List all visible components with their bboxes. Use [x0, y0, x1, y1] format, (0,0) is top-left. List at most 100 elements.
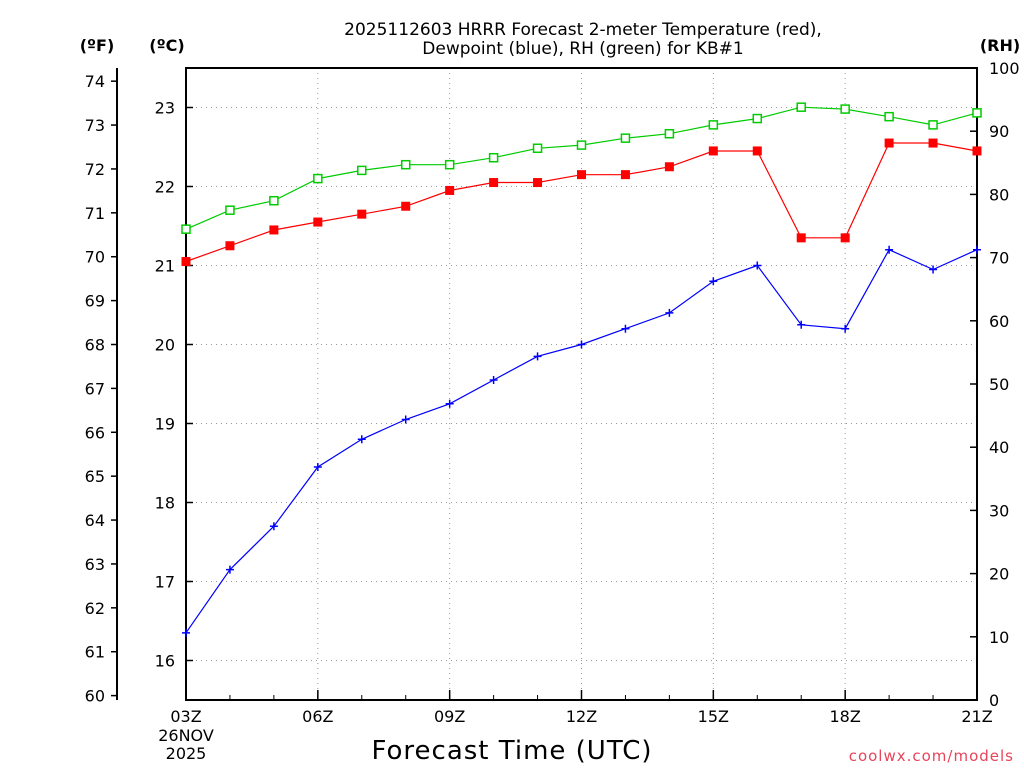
dewpoint-point — [533, 352, 542, 361]
celsius-tick-label: 21 — [155, 257, 175, 276]
fahrenheit-tick-label: 71 — [85, 204, 105, 223]
dewpoint-point — [577, 340, 586, 349]
chart-title-line2: Dewpoint (blue), RH (green) for KB#1 — [422, 39, 743, 59]
date-label-year: 2025 — [166, 744, 207, 763]
rh-point — [972, 108, 982, 118]
temperature-point — [796, 233, 806, 243]
rh-tick-label: 30 — [989, 501, 1009, 520]
rh-point — [708, 120, 719, 130]
dewpoint-point — [489, 376, 498, 385]
rh-unit-label: (RH) — [980, 36, 1020, 55]
celsius-tick-label: 20 — [155, 336, 175, 355]
temperature-point — [313, 217, 323, 227]
temperature-point — [533, 178, 543, 188]
rh-point — [488, 152, 499, 163]
fahrenheit-tick-label: 68 — [85, 336, 105, 355]
x-tick-label: 03Z — [170, 707, 201, 726]
x-tick-label: 12Z — [566, 707, 597, 726]
rh-point — [225, 205, 235, 215]
dewpoint-point — [797, 320, 806, 329]
rh-tick-label: 40 — [989, 438, 1009, 457]
fahrenheit-tick-label: 73 — [85, 116, 105, 135]
celsius-tick-label: 17 — [155, 573, 175, 592]
temperature-point — [884, 138, 894, 148]
x-tick-label: 06Z — [302, 707, 333, 726]
credit-text: coolwx.com/models — [849, 747, 1014, 765]
rh-point — [928, 120, 938, 130]
rh-point — [576, 140, 587, 150]
temperature-point — [620, 170, 630, 180]
rh-point — [313, 173, 323, 184]
chart-title-line1: 2025112603 HRRR Forecast 2-meter Tempera… — [344, 20, 822, 40]
fahrenheit-tick-label: 63 — [85, 555, 105, 574]
fahrenheit-tick-label: 66 — [85, 423, 105, 442]
fahrenheit-tick-label: 74 — [85, 72, 105, 91]
fahrenheit-tick-label: 67 — [85, 379, 105, 398]
dewpoint-point — [929, 265, 938, 274]
x-tick-label: 15Z — [698, 707, 729, 726]
rh-tick-label: 60 — [989, 312, 1009, 331]
fahrenheit-unit-label: (ºF) — [80, 36, 115, 55]
temperature-point — [225, 241, 235, 251]
rh-point — [532, 143, 543, 154]
rh-point — [620, 133, 631, 143]
celsius-unit-label: (ºC) — [149, 36, 184, 55]
temperature-point — [664, 162, 674, 172]
dewpoint-line — [185, 248, 978, 634]
temperature-point — [269, 225, 279, 235]
fahrenheit-tick-label: 65 — [85, 467, 105, 486]
temperature-point — [489, 178, 499, 188]
dewpoint-point — [357, 435, 366, 444]
fahrenheit-tick-label: 60 — [85, 687, 105, 706]
dewpoint-point — [885, 245, 894, 254]
temperature-point — [445, 185, 455, 195]
rh-point — [664, 128, 675, 139]
rh-tick-label: 50 — [989, 375, 1009, 394]
temperature-point — [928, 138, 938, 148]
fahrenheit-tick-label: 69 — [85, 292, 105, 311]
temperature-point — [708, 146, 718, 156]
temperature-point — [577, 170, 586, 180]
celsius-tick-label: 19 — [155, 415, 175, 434]
fahrenheit-tick-label: 70 — [85, 248, 105, 267]
celsius-tick-label: 22 — [155, 178, 175, 197]
temperature-point — [401, 201, 411, 211]
x-axis-title: Forecast Time (UTC) — [371, 736, 652, 766]
dewpoint-point — [269, 522, 278, 531]
rh-tick-label: 70 — [989, 249, 1009, 268]
data-series — [181, 102, 982, 637]
dewpoint-point — [973, 245, 981, 254]
temperature-point — [357, 209, 367, 219]
rh-tick-label: 20 — [989, 565, 1009, 584]
celsius-tick-label: 16 — [155, 652, 175, 671]
rh-tick-label: 80 — [989, 185, 1009, 204]
rh-point — [752, 113, 763, 124]
axes: 60 61 62 63 64 65 66 67 68 69 70 71 72 73 74 16 17 18 19 20… — [85, 59, 1020, 726]
grid-lines — [186, 68, 977, 700]
rh-point — [181, 224, 191, 234]
dewpoint-point — [709, 277, 718, 286]
x-tick-label: 09Z — [434, 707, 465, 726]
rh-point — [840, 104, 850, 114]
date-label-day: 26NOV — [158, 726, 214, 745]
x-tick-label: 18Z — [830, 707, 861, 726]
fahrenheit-tick-label: 62 — [85, 599, 105, 618]
celsius-tick-label: 18 — [155, 494, 175, 513]
dewpoint-point — [182, 628, 190, 637]
fahrenheit-tick-label: 72 — [85, 160, 105, 179]
rh-point — [269, 195, 279, 206]
dewpoint-point — [621, 324, 630, 333]
temperature-point — [840, 233, 850, 243]
fahrenheit-tick-label: 61 — [85, 643, 105, 662]
rh-point — [357, 165, 367, 176]
rh-point — [444, 159, 455, 170]
rh-point — [400, 159, 411, 170]
dewpoint-point — [665, 308, 674, 317]
dewpoint-point — [841, 324, 850, 333]
x-tick-label: 21Z — [961, 707, 992, 726]
rh-point — [884, 111, 894, 122]
rh-tick-label: 100 — [989, 59, 1020, 78]
temperature-point — [752, 146, 762, 156]
rh-tick-label: 0 — [989, 691, 999, 710]
